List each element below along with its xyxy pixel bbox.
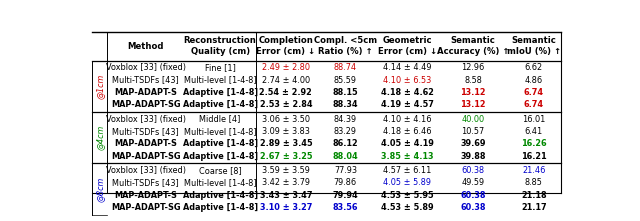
Text: Adaptive [1-4-8]: Adaptive [1-4-8] [182,191,258,200]
Text: 2.54 ± 2.92: 2.54 ± 2.92 [259,88,312,97]
Text: 16.21: 16.21 [521,152,547,161]
Text: Adaptive [1-4-8]: Adaptive [1-4-8] [182,203,258,212]
Text: Completion
Error (cm) ↓: Completion Error (cm) ↓ [256,36,316,56]
Text: 6.41: 6.41 [525,127,543,136]
Text: 83.29: 83.29 [334,127,357,136]
Text: 88.04: 88.04 [333,152,358,161]
Text: 10.57: 10.57 [461,127,484,136]
Text: 3.43 ± 3.47: 3.43 ± 3.47 [260,191,312,200]
Text: Voxblox [33] (fixed): Voxblox [33] (fixed) [106,114,186,124]
Text: 12.96: 12.96 [461,63,484,72]
Text: MAP-ADAPT-SG: MAP-ADAPT-SG [111,152,180,161]
Text: 21.17: 21.17 [521,203,547,212]
Text: 4.86: 4.86 [525,76,543,85]
Text: 60.38: 60.38 [461,166,484,175]
Text: 13.12: 13.12 [460,100,486,109]
Text: 21.18: 21.18 [521,191,547,200]
Text: 3.09 ± 3.83: 3.09 ± 3.83 [262,127,310,136]
Text: 4.18 ± 4.62: 4.18 ± 4.62 [381,88,434,97]
Text: 2.53 ± 2.84: 2.53 ± 2.84 [260,100,312,109]
Text: 77.93: 77.93 [334,166,357,175]
Text: 4.14 ± 4.49: 4.14 ± 4.49 [383,63,431,72]
Text: @8cm: @8cm [95,176,104,202]
Text: Multi-level [1-4-8]: Multi-level [1-4-8] [184,76,257,85]
Text: 3.06 ± 3.50: 3.06 ± 3.50 [262,114,310,124]
Text: @1cm: @1cm [95,74,104,99]
Text: Multi-level [1-4-8]: Multi-level [1-4-8] [184,127,257,136]
Text: 39.88: 39.88 [460,152,486,161]
Text: 39.69: 39.69 [460,139,486,148]
Text: @4cm: @4cm [95,125,104,150]
Text: Multi-TSDFs [43]: Multi-TSDFs [43] [113,76,179,85]
Text: 2.89 ± 3.45: 2.89 ± 3.45 [260,139,312,148]
Text: 88.34: 88.34 [333,100,358,109]
Text: Adaptive [1-4-8]: Adaptive [1-4-8] [182,100,258,109]
Text: 84.39: 84.39 [334,114,357,124]
Text: 4.05 ± 5.89: 4.05 ± 5.89 [383,178,431,187]
Text: 13.12: 13.12 [460,88,486,97]
Text: Multi-TSDFs [43]: Multi-TSDFs [43] [113,127,179,136]
Text: 60.38: 60.38 [460,191,486,200]
Text: Multi-level [1-4-8]: Multi-level [1-4-8] [184,178,257,187]
Text: MAP-ADAPT-SG: MAP-ADAPT-SG [111,100,180,109]
Text: Multi-TSDFs [43]: Multi-TSDFs [43] [113,178,179,187]
Text: 40.00: 40.00 [461,114,484,124]
Text: MAP-ADAPT-S: MAP-ADAPT-S [115,139,177,148]
Text: Adaptive [1-4-8]: Adaptive [1-4-8] [182,152,258,161]
Text: 4.10 ± 6.53: 4.10 ± 6.53 [383,76,431,85]
Text: Compl. <5cm
Ratio (%) ↑: Compl. <5cm Ratio (%) ↑ [314,36,377,56]
Text: 86.12: 86.12 [333,139,358,148]
Text: Reconstruction
Quality (cm): Reconstruction Quality (cm) [184,36,257,56]
Text: 4.57 ± 6.11: 4.57 ± 6.11 [383,166,431,175]
Text: 88.15: 88.15 [333,88,358,97]
Text: 3.10 ± 3.27: 3.10 ± 3.27 [260,203,312,212]
Text: 6.74: 6.74 [524,100,544,109]
Text: Adaptive [1-4-8]: Adaptive [1-4-8] [182,139,258,148]
Text: 4.53 ± 5.95: 4.53 ± 5.95 [381,191,434,200]
Text: Fine [1]: Fine [1] [205,63,236,72]
Text: MAP-ADAPT-SG: MAP-ADAPT-SG [111,203,180,212]
Text: Coarse [8]: Coarse [8] [199,166,241,175]
Text: 4.18 ± 6.46: 4.18 ± 6.46 [383,127,431,136]
Text: 4.10 ± 4.16: 4.10 ± 4.16 [383,114,431,124]
Text: 4.53 ± 5.89: 4.53 ± 5.89 [381,203,434,212]
Text: Adaptive [1-4-8]: Adaptive [1-4-8] [182,88,258,97]
Text: MAP-ADAPT-S: MAP-ADAPT-S [115,191,177,200]
Text: 16.01: 16.01 [522,114,545,124]
Text: 4.05 ± 4.19: 4.05 ± 4.19 [381,139,434,148]
Text: 2.49 ± 2.80: 2.49 ± 2.80 [262,63,310,72]
Text: 60.38: 60.38 [460,203,486,212]
Text: MAP-ADAPT-S: MAP-ADAPT-S [115,88,177,97]
Text: 79.86: 79.86 [334,178,357,187]
Text: Semantic
mIoU (%) ↑: Semantic mIoU (%) ↑ [507,36,561,56]
Text: Middle [4]: Middle [4] [200,114,241,124]
Text: 2.74 ± 4.00: 2.74 ± 4.00 [262,76,310,85]
Text: 8.85: 8.85 [525,178,543,187]
Text: 6.62: 6.62 [525,63,543,72]
Text: 2.67 ± 3.25: 2.67 ± 3.25 [260,152,312,161]
Text: 6.74: 6.74 [524,88,544,97]
Text: 49.59: 49.59 [461,178,484,187]
Text: Voxblox [33] (fixed): Voxblox [33] (fixed) [106,166,186,175]
Text: Geometric
Error (cm) ↓: Geometric Error (cm) ↓ [378,36,437,56]
Text: 79.94: 79.94 [333,191,358,200]
Text: Semantic
Accuracy (%) ↑: Semantic Accuracy (%) ↑ [437,36,509,56]
Text: 3.85 ± 4.13: 3.85 ± 4.13 [381,152,434,161]
Text: Method: Method [127,42,164,51]
Text: 3.42 ± 3.79: 3.42 ± 3.79 [262,178,310,187]
Text: 4.19 ± 4.57: 4.19 ± 4.57 [381,100,434,109]
Text: 88.74: 88.74 [334,63,357,72]
Text: 85.59: 85.59 [334,76,357,85]
Text: 3.59 ± 3.59: 3.59 ± 3.59 [262,166,310,175]
Text: 16.26: 16.26 [521,139,547,148]
Text: 8.58: 8.58 [464,76,482,85]
Text: Voxblox [33] (fixed): Voxblox [33] (fixed) [106,63,186,72]
Text: 21.46: 21.46 [522,166,545,175]
Text: 83.56: 83.56 [333,203,358,212]
